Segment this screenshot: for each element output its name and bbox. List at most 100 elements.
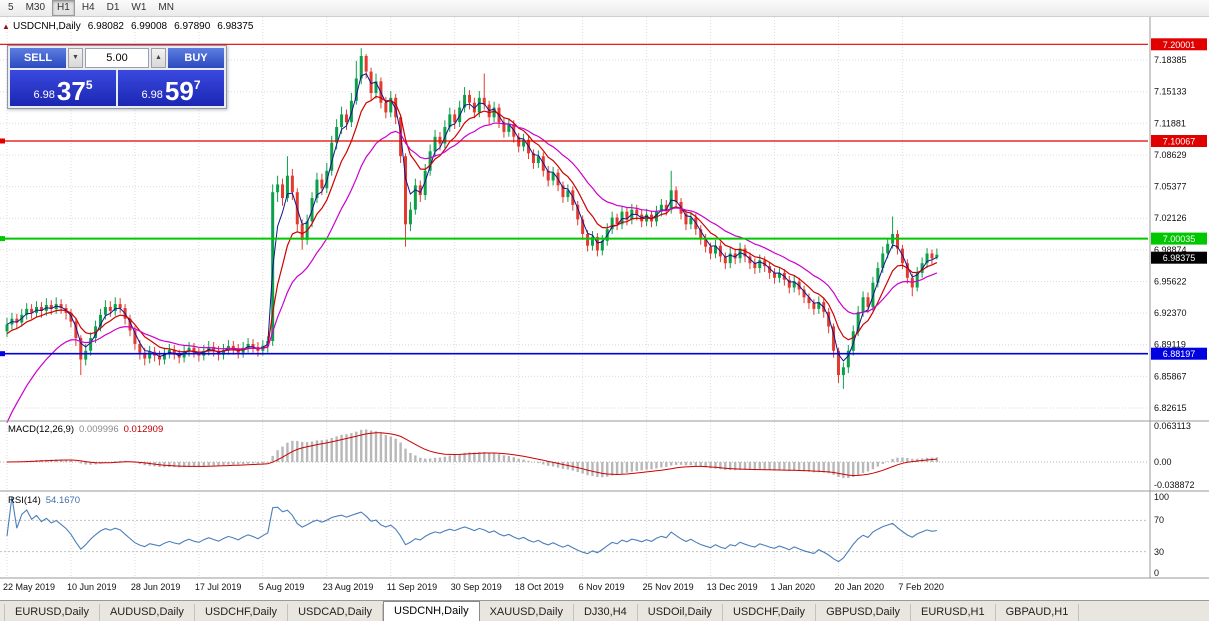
macd-signal-value: 0.012909: [123, 424, 164, 435]
price-badge: 7.10067: [1163, 137, 1196, 147]
volume-decrease-button[interactable]: ▼: [68, 48, 83, 68]
candle: [836, 350, 840, 376]
candle: [418, 185, 422, 196]
candle: [463, 94, 467, 108]
timeframe-button-d1[interactable]: D1: [106, 2, 120, 13]
chart-canvas[interactable]: 22 May 2019 10 Jun 2019 28 Jun 2019 17 Jul …: [0, 17, 1209, 600]
chart-background[interactable]: [0, 17, 1209, 600]
price-chart[interactable]: 22 May 2019 10 Jun 2019 28 Jun 2019 17 Jul …: [0, 17, 1209, 600]
candle: [590, 236, 594, 246]
line-handle[interactable]: [0, 138, 5, 144]
timeframe-button-h1[interactable]: H1: [52, 0, 75, 16]
timeframe-button-mn[interactable]: MN: [158, 2, 174, 13]
chart-tab-gbpusd-daily[interactable]: GBPUSD,Daily: [816, 604, 912, 621]
candle: [709, 246, 713, 254]
buy-button[interactable]: BUY: [168, 48, 224, 68]
price-tick-label: 7.05377: [1154, 182, 1187, 192]
candle: [659, 204, 663, 212]
sell-button[interactable]: SELL: [10, 48, 66, 68]
candle: [763, 260, 767, 267]
candle: [768, 266, 772, 273]
candle: [807, 297, 811, 304]
rsi-label: RSI(14): [8, 495, 41, 506]
chart-tab-gbpaud-h1[interactable]: GBPAUD,H1: [996, 604, 1080, 621]
chart-tab-eurusd-h1[interactable]: EURUSD,H1: [911, 604, 996, 621]
candle: [103, 307, 107, 315]
ma-slow-line: [6, 122, 938, 423]
candle: [566, 190, 570, 198]
timeframe-button-h4[interactable]: H4: [81, 2, 95, 13]
candle: [502, 122, 506, 132]
price-badge-bg: [1151, 135, 1207, 147]
candle: [133, 330, 137, 344]
candle: [344, 114, 348, 123]
price-tick-label: 6.85867: [1154, 371, 1187, 381]
timeframe-button-m30[interactable]: M30: [25, 2, 46, 13]
price-tick-label: 6.95622: [1154, 277, 1187, 287]
candle: [915, 272, 919, 288]
candle: [404, 156, 408, 225]
candle: [433, 136, 437, 152]
date-label: 23 Aug 2019: [323, 582, 374, 592]
buy-price-big: 59: [164, 76, 194, 106]
candle: [187, 347, 191, 352]
rsi-axis-label: 70: [1154, 515, 1164, 525]
line-handle[interactable]: [0, 236, 5, 242]
chart-tab-usdcad-daily[interactable]: USDCAD,Daily: [288, 604, 384, 621]
candle: [74, 321, 78, 339]
candle: [699, 229, 703, 239]
price-tick-label: 7.15133: [1154, 87, 1187, 97]
buy-quote-box[interactable]: 6.98 59 7: [118, 70, 224, 106]
candle: [108, 307, 112, 311]
candle: [866, 297, 870, 307]
chart-tab-usdchf-daily[interactable]: USDCHF,Daily: [195, 604, 289, 621]
chart-tab-eurusd-daily[interactable]: EURUSD,Daily: [4, 604, 100, 621]
candle: [359, 56, 363, 79]
timeframe-button-5[interactable]: 5: [8, 2, 14, 13]
macd-label: MACD(12,26,9): [8, 424, 74, 435]
candle: [610, 217, 614, 230]
line-handle[interactable]: [0, 351, 5, 357]
macd-signal-line: [6, 432, 937, 477]
candle: [551, 172, 555, 181]
candle: [448, 114, 452, 127]
candle: [920, 263, 924, 273]
chart-shift-marker-icon: ▲: [2, 22, 10, 31]
chart-tabbar: EURUSD,Daily AUDUSD,Daily USDCHF,Daily USDC…: [0, 600, 1209, 621]
chart-tab-dj30-h4[interactable]: DJ30,H4: [574, 604, 638, 621]
chart-tab-usdchf-daily[interactable]: USDCHF,Daily: [723, 604, 817, 621]
date-label: 18 Oct 2019: [515, 582, 564, 592]
candle: [79, 338, 83, 360]
candle: [851, 331, 855, 351]
candle: [748, 256, 752, 264]
candle: [172, 349, 176, 355]
candle: [787, 279, 791, 288]
candle: [905, 263, 909, 278]
candle: [89, 338, 93, 351]
chart-tab-usdoil-daily[interactable]: USDOil,Daily: [638, 604, 723, 621]
volume-input[interactable]: 5.00: [85, 48, 149, 68]
price-tick-label: 6.82615: [1154, 403, 1187, 413]
candle: [320, 179, 324, 189]
candle: [561, 185, 565, 198]
low-value: 6.97890: [174, 21, 211, 32]
volume-increase-button[interactable]: ▲: [151, 48, 166, 68]
candle: [896, 234, 900, 249]
candle: [600, 240, 604, 251]
candle: [335, 127, 339, 143]
candle: [330, 142, 334, 171]
chart-tab-xauusd-daily[interactable]: XAUUSD,Daily: [480, 604, 574, 621]
rsi-axis-label: 100: [1154, 492, 1169, 502]
candle: [856, 311, 860, 332]
candle: [536, 156, 540, 163]
timeframe-button-w1[interactable]: W1: [131, 2, 147, 13]
candle: [738, 248, 742, 259]
candle: [354, 78, 358, 101]
candle: [689, 217, 693, 225]
candle: [704, 238, 708, 247]
chart-tab-usdcnh-daily[interactable]: USDCNH,Daily: [383, 601, 480, 621]
sell-quote-box[interactable]: 6.98 37 5: [10, 70, 116, 106]
chart-tab-audusd-daily[interactable]: AUDUSD,Daily: [100, 604, 195, 621]
date-label: 1 Jan 2020: [771, 582, 816, 592]
